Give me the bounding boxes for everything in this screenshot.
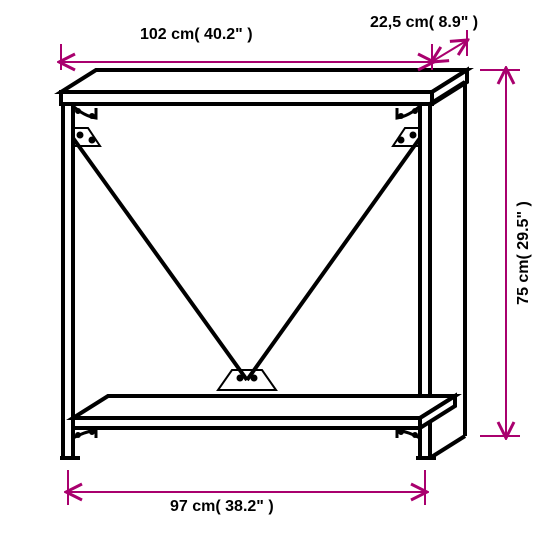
console-table-drawing	[60, 70, 467, 458]
dim-bottom-width: 97 cm( 38.2" )	[170, 498, 274, 516]
dim-height: 75 cm( 29.5" )	[515, 183, 533, 323]
dim-top-width: 102 cm( 40.2" )	[140, 26, 253, 44]
dim-depth: 22,5 cm( 8.9" )	[370, 14, 478, 32]
